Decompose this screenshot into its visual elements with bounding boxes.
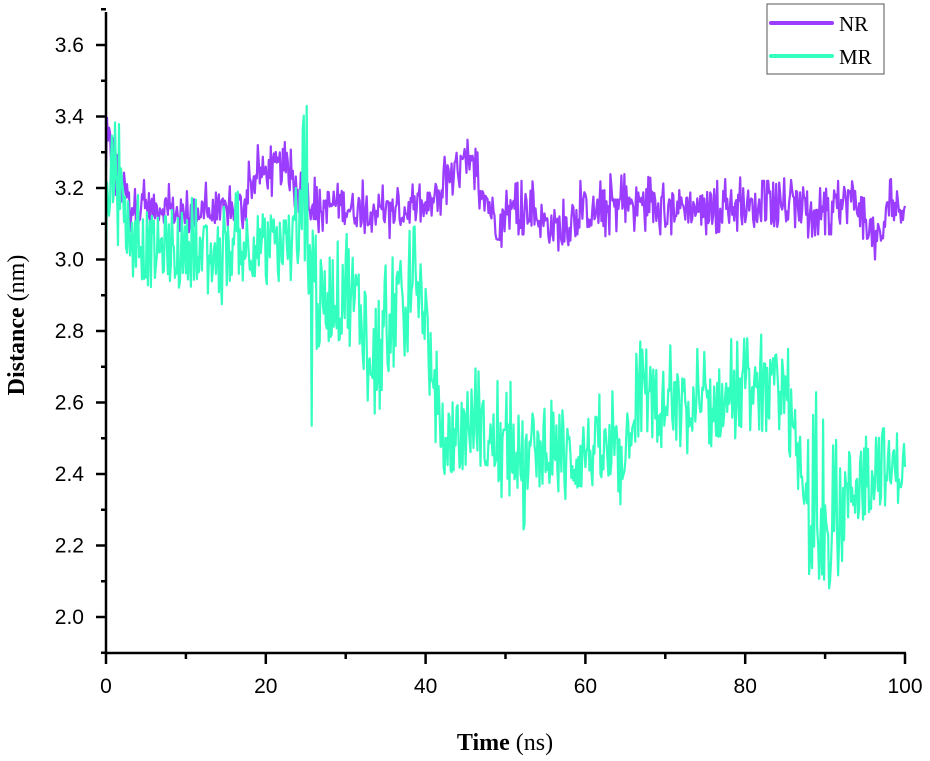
legend-nr-label: NR [839,12,868,36]
y-tick-label: 2.8 [55,320,84,343]
x-tick-label: 60 [574,675,597,698]
y-tick-label: 2.6 [55,392,84,415]
y-tick-label: 2.0 [55,606,84,629]
x-axis-title-unit: (ns) [516,730,553,756]
y-tick-label: 3.0 [55,249,84,272]
y-axis-title-bold: Distance [4,307,30,395]
legend: NR MR [766,3,885,75]
plot-area [104,104,907,590]
y-axis: 2.0 2.2 2.4 2.6 2.8 3.0 3.2 3.4 3.6 [55,8,108,654]
x-tick-label: 40 [414,675,437,698]
series-nr-trace [104,116,907,261]
y-tick-label: 3.6 [55,34,84,57]
y-tick-label: 3.2 [55,177,84,200]
x-axis-ticks: 0 20 40 60 80 100 [100,653,923,698]
x-tick-label: 20 [254,675,277,698]
x-axis: 0 20 40 60 80 100 [100,651,923,698]
x-axis-title-bold: Time [457,730,510,756]
y-axis-title-unit: (nm) [4,255,30,302]
y-axis-title: Distance (nm) [4,255,30,396]
x-tick-label: 100 [887,675,922,698]
y-tick-label: 3.4 [55,106,85,129]
x-tick-label: 80 [734,675,757,698]
y-axis-ticks: 2.0 2.2 2.4 2.6 2.8 3.0 3.2 3.4 3.6 [55,8,106,654]
x-axis-title: Time (ns) [457,730,553,756]
y-tick-label: 2.2 [55,535,84,558]
legend-mr-label: MR [839,45,872,69]
series-mr-trace [104,104,907,590]
y-tick-label: 2.4 [55,463,85,486]
x-tick-label: 0 [100,675,112,698]
